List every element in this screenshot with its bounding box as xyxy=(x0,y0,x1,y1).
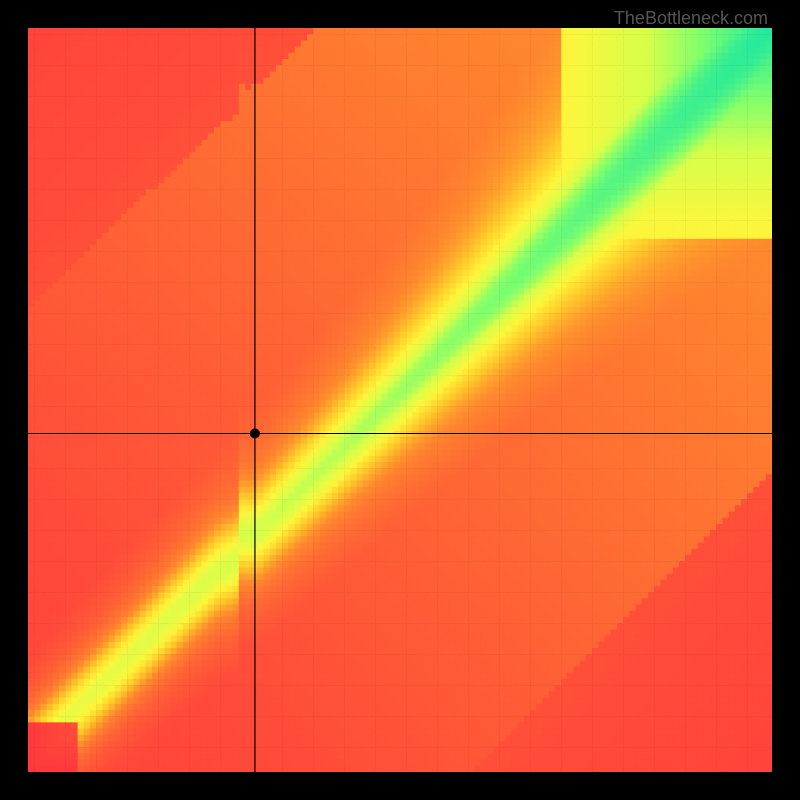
bottleneck-heatmap xyxy=(28,28,772,772)
chart-frame xyxy=(28,28,772,772)
watermark-text: TheBottleneck.com xyxy=(614,8,768,29)
